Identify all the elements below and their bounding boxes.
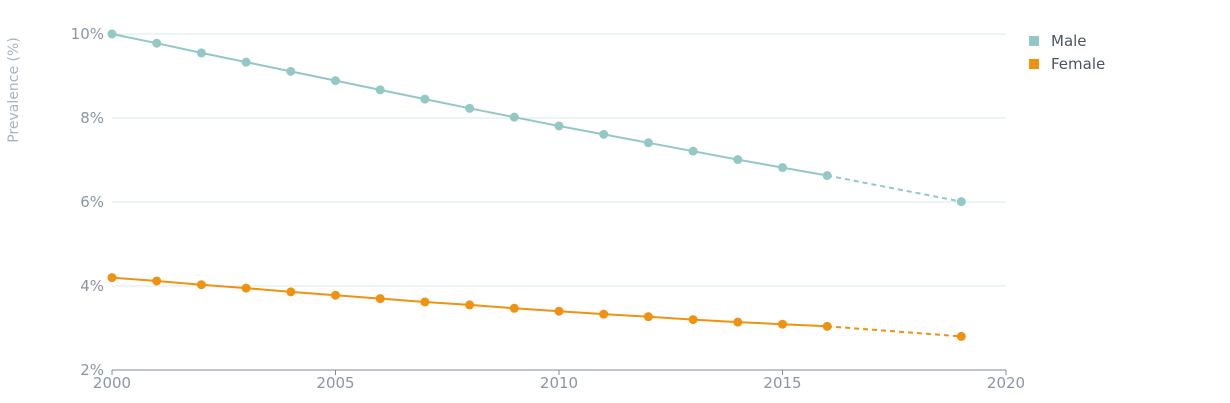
male-data-point[interactable] [152,38,162,48]
x-tick-label: 2020 [987,374,1025,392]
y-tick-label: 4% [80,277,104,295]
male-data-point[interactable] [822,171,832,181]
female-projection-line [827,325,962,338]
y-axis-title: Prevalence (%) [6,37,22,143]
y-tick-label: 6% [80,193,104,211]
x-tick-label: 2010 [540,374,578,392]
female-data-point[interactable] [509,303,519,313]
male-data-point[interactable] [465,103,475,113]
male-data-point[interactable] [196,48,206,58]
male-projection-point[interactable] [956,197,966,207]
male-data-point[interactable] [778,163,787,173]
female-data-point[interactable] [733,317,743,327]
female-data-point[interactable] [241,283,251,293]
female-data-point[interactable] [107,273,117,283]
female-data-point[interactable] [286,287,296,297]
female-data-point[interactable] [375,294,385,304]
female-data-point[interactable] [420,297,430,307]
male-data-point[interactable] [331,76,340,86]
female-data-point[interactable] [152,276,162,286]
female-projection-point[interactable] [956,331,966,341]
legend: Male Female [1029,32,1105,73]
male-data-point[interactable] [509,112,519,122]
female-legend-label[interactable]: Female [1051,55,1105,73]
female-data-point[interactable] [688,315,698,325]
male-projection-line [827,174,962,203]
male-data-point[interactable] [643,138,653,148]
male-data-point[interactable] [599,129,609,139]
y-tick-label: 8% [80,109,104,127]
female-data-point[interactable] [778,319,787,329]
y-tick-label: 10% [71,25,104,43]
male-legend-swatch[interactable] [1029,36,1039,46]
male-data-point[interactable] [375,85,385,95]
female-legend-swatch[interactable] [1029,59,1039,69]
male-data-point[interactable] [107,29,117,39]
female-data-point[interactable] [599,309,609,319]
female-data-point[interactable] [196,280,206,290]
female-data-point[interactable] [331,290,340,300]
y-tick-label: 2% [80,361,104,379]
male-legend-label[interactable]: Male [1051,32,1087,50]
male-data-point[interactable] [420,94,430,104]
male-data-point[interactable] [554,121,564,131]
x-tick-label: 2000 [93,374,131,392]
male-data-point[interactable] [286,66,296,76]
x-tick-label: 2015 [763,374,801,392]
x-tick-label: 2005 [316,374,354,392]
female-data-point[interactable] [465,300,475,310]
female-data-point[interactable] [643,312,653,322]
female-data-point[interactable] [554,306,564,316]
series-group [107,29,966,341]
female-data-point[interactable] [822,321,832,331]
male-data-point[interactable] [688,146,698,156]
male-data-point[interactable] [733,155,743,165]
male-data-point[interactable] [241,57,251,67]
grid-lines [112,33,1006,287]
axes: 2% 4% 6% 8% 10% 2000 2005 2010 2015 2020 [71,25,1025,392]
